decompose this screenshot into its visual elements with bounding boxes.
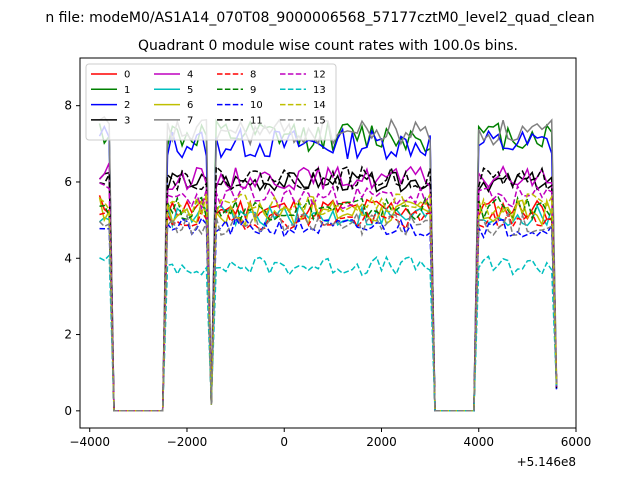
legend-label-4: 4 (187, 70, 193, 81)
series-line-11 (99, 165, 558, 412)
plot-lines (98, 115, 558, 412)
chart-title: Quadrant 0 module wise count rates with … (138, 38, 518, 54)
legend-label-11: 11 (250, 115, 263, 126)
x-axis-ticks: −4000 −2000 0 2000 4000 6000 (69, 428, 591, 449)
series-line-5 (98, 203, 558, 412)
legend-label-9: 9 (250, 85, 256, 96)
series-line-15 (98, 211, 558, 412)
x-tick-label: −2000 (167, 435, 208, 449)
x-tick-label: 2000 (366, 435, 397, 449)
x-offset-label: +5.146e8 (517, 455, 576, 469)
legend-label-15: 15 (313, 115, 326, 126)
figure-suptitle: n file: modeM0/AS1A14_070T08_9000006568_… (45, 10, 594, 26)
y-tick-label: 8 (64, 99, 72, 113)
x-tick-label: 4000 (463, 435, 494, 449)
series-line-14 (99, 193, 558, 412)
series-line-2 (98, 124, 558, 412)
x-tick-label: −4000 (69, 435, 110, 449)
series-line-10 (99, 216, 558, 412)
series-line-3 (98, 170, 558, 412)
legend-label-3: 3 (124, 115, 130, 126)
legend-label-5: 5 (187, 85, 193, 96)
legend-label-7: 7 (187, 115, 193, 126)
y-tick-label: 4 (64, 251, 72, 265)
y-axis-ticks: 0 2 4 6 8 (64, 99, 80, 418)
axes-frame (79, 57, 577, 429)
x-tick-label: 0 (280, 435, 288, 449)
legend-box (85, 63, 337, 141)
legend-label-0: 0 (124, 70, 130, 81)
series-line-8 (99, 208, 558, 412)
y-tick-label: 2 (64, 328, 72, 342)
legend-label-12: 12 (313, 70, 326, 81)
legend-label-6: 6 (187, 100, 193, 111)
legend-label-8: 8 (250, 70, 256, 81)
y-tick-label: 6 (64, 175, 72, 189)
legend-label-2: 2 (124, 100, 130, 111)
x-tick-label: 6000 (561, 435, 592, 449)
legend-label-10: 10 (250, 100, 263, 111)
legend-label-14: 14 (313, 100, 326, 111)
legend-label-13: 13 (313, 85, 326, 96)
series-line-13 (99, 253, 558, 412)
series-line-12 (99, 182, 558, 412)
series-line-9 (99, 195, 558, 412)
legend-label-1: 1 (124, 85, 130, 96)
y-tick-label: 0 (64, 404, 72, 418)
